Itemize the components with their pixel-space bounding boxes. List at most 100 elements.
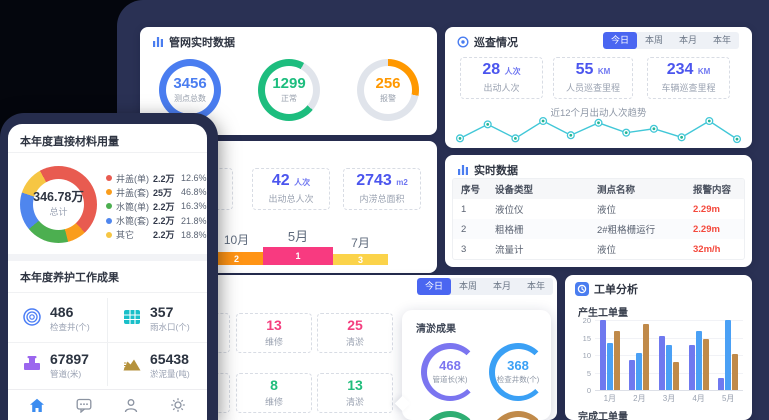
stat-box-dredge-1: 25 清淤 — [317, 313, 393, 353]
achievement-rain-inlet: 357 雨水口(个) — [108, 296, 207, 342]
bar-series-2 — [665, 344, 672, 390]
table-header-row: 序号 设备类型 测点名称 报警内容 — [453, 179, 744, 199]
panel-title: 工单分析 — [594, 284, 638, 296]
x-label: 5月 — [721, 394, 735, 403]
legend-item: 井盖(套) 25万 46.8% — [106, 185, 207, 199]
donut-value: 256 — [375, 75, 401, 92]
gauge-pipe-length: 468 管道长(米) — [421, 343, 479, 401]
table-row: 1 液位仪 液位 2.29m — [453, 199, 744, 219]
stat-box-dredge-2: 13 清淤 — [317, 373, 393, 413]
tab-week[interactable]: 本周 — [644, 35, 663, 45]
stat-value: 55 — [575, 61, 594, 78]
stat-unit: KM — [697, 67, 711, 76]
stat-value: 13 — [347, 377, 363, 393]
home-icon[interactable] — [29, 397, 46, 414]
bar-series-2 — [695, 330, 702, 390]
patrol-tab-group: 今日 本周 本月 本年 — [602, 32, 739, 49]
stat-value: 25 — [347, 317, 363, 333]
podium-bar-rank3: 3 — [333, 254, 388, 265]
tab-month[interactable]: 本月 — [492, 281, 511, 291]
stat-label: 清淤 — [345, 337, 364, 347]
tab-year[interactable]: 本年 — [526, 281, 545, 291]
stat-unit: m2 — [396, 178, 408, 187]
stat-label: 人员巡查里程 — [565, 83, 620, 93]
stat-value: 28 — [482, 61, 501, 78]
pipe-icon — [22, 354, 42, 379]
donut-alarm: 256 报警 — [357, 59, 419, 121]
stat-box-flood-area: 2743 m2 内涝总面积 — [343, 168, 421, 210]
donut-value: 3456 — [173, 75, 207, 92]
user-icon[interactable] — [122, 397, 139, 414]
stat-box-dispatch-total: 42 人次 出动总人次 — [252, 168, 330, 210]
trend-line-chart — [455, 116, 742, 144]
achievement-sludge: 65438 淤泥量(吨) — [108, 343, 207, 389]
panel-realtime-header: 实时数据 — [457, 162, 518, 178]
stat-label: 清淤 — [345, 397, 364, 407]
stat-box-dispatch: 28 人次 出动人次 — [460, 57, 543, 99]
grid-icon — [122, 307, 142, 332]
bar-series-3 — [613, 330, 620, 390]
legend-item: 井盖(单) 2.2万 12.6% — [106, 171, 207, 185]
stat-box-person-km: 55 KM 人员巡查里程 — [553, 57, 633, 99]
x-label: 4月 — [692, 394, 705, 403]
stat-unit: 人次 — [294, 178, 311, 187]
donut-total-points: 3456 测点总数 — [159, 59, 221, 121]
stat-label: 内涝总面积 — [359, 194, 405, 204]
panel-realtime-table: 实时数据 序号 设备类型 测点名称 报警内容 1 液位仪 液位 2.29m 2 … — [445, 155, 752, 267]
workorder-icon — [575, 282, 589, 296]
alarm-value: 32m/h — [693, 243, 721, 255]
gauge-manhole-count: 368 检查井数(个) — [489, 343, 547, 401]
bar-series-1 — [599, 320, 606, 390]
donut-value: 1299 — [272, 75, 306, 92]
donut-total-label: 总计 — [49, 207, 68, 218]
bar-series-2 — [725, 320, 732, 390]
bar-chart-icon — [458, 165, 468, 175]
material-usage-title: 本年度直接材料用量 — [20, 136, 119, 148]
tab-month[interactable]: 本月 — [678, 35, 697, 45]
col-header: 序号 — [461, 185, 481, 196]
donut-label: 正常 — [281, 94, 297, 103]
tab-today[interactable]: 今日 — [602, 32, 637, 49]
x-label: 3月 — [662, 394, 676, 403]
stat-unit: KM — [597, 67, 611, 76]
x-label: 2月 — [633, 394, 646, 403]
stat-value: 2743 — [356, 172, 392, 189]
popover-title: 清淤成果 — [416, 324, 456, 335]
tab-week[interactable]: 本周 — [458, 281, 477, 291]
stat-box-vehicle-km: 234 KM 车辆巡查里程 — [647, 57, 730, 99]
stat-value: 8 — [270, 377, 278, 393]
achievement-pipe: 67897 管道(米) — [8, 343, 107, 389]
bar-series-3 — [702, 339, 709, 390]
dredge-results-popover: 清淤成果 468 管道长(米) 368 检查井数(个) — [394, 310, 551, 420]
tab-year[interactable]: 本年 — [712, 35, 731, 45]
stat-label: 维修 — [264, 397, 283, 407]
gauge-partial-green — [421, 411, 479, 420]
chat-icon[interactable] — [76, 397, 93, 414]
panel-patrol: 巡查情况 今日 本周 本月 本年 28 人次 出动人次 55 KM 人员巡查里程… — [445, 27, 752, 148]
trend-title: 近12个月出动人次趋势 — [550, 108, 647, 119]
bar-series-3 — [672, 362, 679, 390]
patrol-icon — [457, 36, 469, 48]
podium-month: 7月 — [351, 236, 370, 250]
bar-series-3 — [732, 353, 739, 390]
gear-icon[interactable] — [169, 397, 186, 414]
legend-item: 其它 2.2万 18.8% — [106, 228, 207, 242]
donut-total: 346.78万 — [33, 189, 84, 204]
col-header: 测点名称 — [597, 185, 636, 196]
phone-screen: 本年度直接材料用量 346.78万总计 井盖(单) 2.2万 12.6% 井盖(套)… — [8, 124, 207, 420]
stat-value: 42 — [271, 172, 290, 189]
y-axis: 20 15 10 5 0 — [582, 316, 591, 395]
material-donut: 346.78万总计 — [20, 166, 97, 243]
tab-today[interactable]: 今日 — [416, 278, 451, 295]
phone-nav-bar — [8, 389, 207, 420]
stat-box-repair-2: 8 维修 — [236, 373, 312, 413]
alarm-value: 2.29m — [693, 203, 720, 215]
donut-normal: 1299 正常 — [258, 59, 320, 121]
col-header: 设备类型 — [495, 185, 534, 196]
bar-series-1 — [658, 335, 665, 390]
bar-series-1 — [688, 344, 695, 390]
achievement-manhole: 486 检查井(个) — [8, 296, 107, 342]
panel-title: 巡查情况 — [474, 37, 518, 49]
chart-subtitle-generated: 产生工单量 — [578, 308, 628, 319]
panel-workorder-analysis: 工单分析 产生工单量 20 15 10 5 0 1月 2月 3月 4月 5月 完成工单量 — [565, 275, 752, 420]
